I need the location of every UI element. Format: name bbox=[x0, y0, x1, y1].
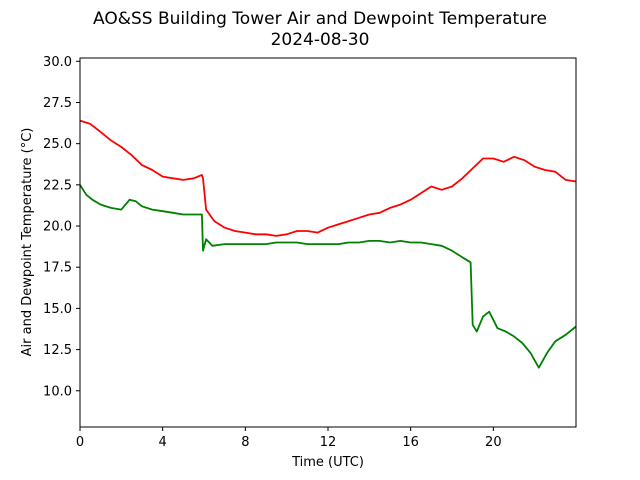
series-line-1 bbox=[79, 184, 577, 369]
y-tick-label: 20.0 bbox=[43, 220, 72, 235]
x-tick-label: 8 bbox=[241, 435, 249, 450]
y-axis-label: Air and Dewpoint Temperature (°C) bbox=[20, 128, 35, 357]
x-tick-label: 0 bbox=[76, 435, 84, 450]
y-tick-label: 25.0 bbox=[43, 137, 72, 152]
y-tick-label: 22.5 bbox=[43, 178, 72, 193]
y-tick-label: 27.5 bbox=[43, 96, 72, 111]
series-line-0 bbox=[79, 119, 577, 237]
plot-frame bbox=[79, 57, 577, 428]
y-tick-label: 17.5 bbox=[43, 261, 72, 276]
x-axis: 0 4 8 12 16 20 bbox=[76, 427, 502, 450]
x-tick-label: 16 bbox=[402, 435, 419, 450]
y-tick-label: 10.0 bbox=[43, 384, 72, 399]
y-axis: 10.0 12.5 15.0 17.5 20.0 22.5 25.0 27.5 30.0 bbox=[43, 55, 80, 399]
x-axis-label: Time (UTC) bbox=[291, 455, 364, 470]
x-tick-label: 4 bbox=[159, 435, 167, 450]
x-tick-label: 20 bbox=[485, 435, 502, 450]
x-tick-label: 12 bbox=[320, 435, 337, 450]
plot-lines bbox=[79, 119, 577, 369]
y-tick-label: 12.5 bbox=[43, 343, 72, 358]
y-tick-label: 15.0 bbox=[43, 302, 72, 317]
chart-subtitle: 2024-08-30 bbox=[271, 30, 370, 50]
chart-title: AO&SS Building Tower Air and Dewpoint Te… bbox=[93, 9, 547, 29]
y-tick-label: 30.0 bbox=[43, 55, 72, 70]
